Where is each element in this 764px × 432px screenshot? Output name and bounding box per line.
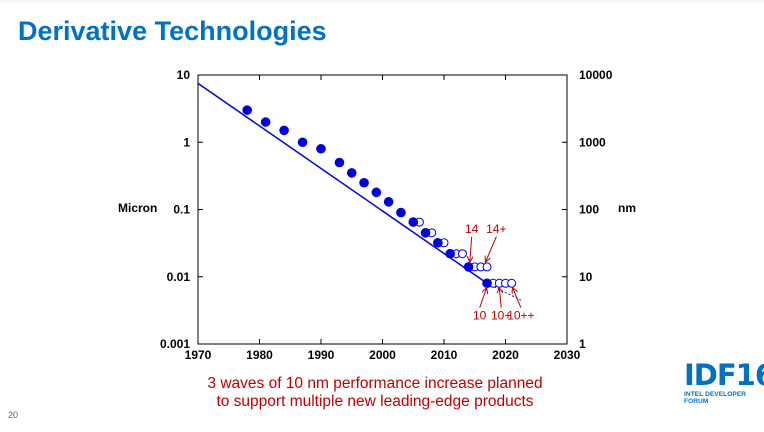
annotation-arrow [513,288,522,308]
filled-data-point [433,237,443,248]
filled-data-point [371,187,382,198]
annotation-arrow [470,236,472,261]
filled-data-point [279,125,289,136]
annotation-label: 14 [465,222,479,236]
x-tick-label: 2020 [492,348,519,362]
y-left-tick-label: 0.001 [160,337,190,351]
filled-data-point [445,248,455,259]
annotation-arrow [479,288,487,308]
filled-data-point [359,177,369,188]
open-data-point [457,249,467,259]
annotation-label: 10 [473,309,487,323]
y-right-tick-label: 10 [579,270,593,284]
idf-logo: IDF16 INTEL DEVELOPER FORUM [684,358,764,420]
filled-data-point [482,278,492,289]
annotation-label: 10+ [491,309,511,323]
y-right-tick-label: 1 [579,337,586,351]
open-data-point [507,278,517,288]
filled-data-point [334,157,345,168]
y-right-tick-label: 10000 [579,68,613,82]
annotation-label: 14+ [486,222,506,236]
annotation-arrow [486,236,497,261]
x-tick-label: 2010 [431,348,458,362]
y-left-tick-label: 10 [177,68,191,82]
y-right-tick-label: 100 [579,203,599,217]
y-left-tick-label: 1 [183,135,190,149]
filled-data-point [346,168,357,178]
x-tick-label: 2000 [369,348,396,362]
top-rule [0,0,764,3]
filled-data-point [396,207,406,218]
filled-data-point [408,217,419,227]
logo-subtitle: INTEL DEVELOPER FORUM [684,391,747,405]
y-left-tick-label: 0.01 [167,270,191,284]
y-right-tick-label: 1000 [579,135,606,149]
annotation-label: 10++ [507,309,534,323]
x-tick-label: 2030 [554,348,581,362]
page-number: 20 [8,410,19,420]
annotation-arrow [499,288,501,308]
open-data-point [482,262,492,272]
filled-data-point [260,117,271,127]
plot-frame [197,74,568,345]
caption-line-1: 3 waves of 10 nm performance increase pl… [207,375,543,392]
filled-data-point [420,228,431,238]
y-left-tick-label: 0.1 [173,203,190,217]
filled-data-point [463,262,474,272]
x-tick-label: 1980 [246,348,273,362]
trend-line [197,82,488,284]
y-right-label: nm [618,201,636,215]
filled-data-point [297,137,308,148]
y-left-label: Micron [118,201,157,215]
filled-data-point [383,197,394,207]
x-tick-label: 1970 [185,348,212,362]
slide-title: Derivative Technologies [18,16,327,46]
logo-main-text: IDF16 [684,358,764,392]
filled-data-point [242,105,252,115]
x-tick-label: 1990 [308,348,335,362]
caption-line-2: to support multiple new leading-edge pro… [216,393,534,410]
filled-data-point [316,143,326,154]
